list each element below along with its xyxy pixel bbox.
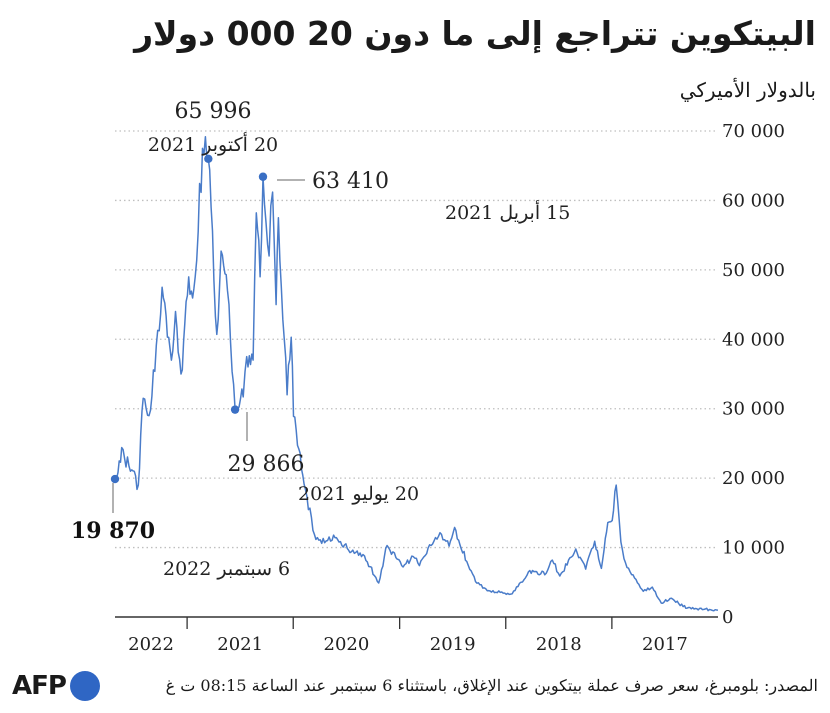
annotation-point: [204, 154, 213, 163]
logo-text: AFP: [12, 671, 67, 701]
logo-dot-icon: [69, 671, 100, 701]
annotation-date: 20 أكتوبر 2021: [148, 131, 278, 156]
x-tick-label: 2022: [128, 634, 174, 655]
y-tick-label: 30 000: [722, 399, 785, 420]
annotation-value: 29 866: [228, 452, 305, 477]
afp-logo: AFP: [12, 671, 100, 701]
x-tick-label: 2019: [430, 634, 476, 655]
annotation-value: 19 870: [71, 518, 155, 544]
annotation-date: 20 يوليو 2021: [298, 483, 419, 505]
y-tick-label: 40 000: [722, 329, 785, 350]
y-axis-unit-label: بالدولار الأميركي: [679, 78, 816, 102]
annotation-point: [230, 405, 240, 414]
source-note: المصدر: بلومبرغ، سعر صرف عملة بيتكوين عن…: [165, 676, 818, 695]
y-tick-label: 10 000: [722, 538, 785, 559]
chart-title: البيتكوين تتراجع إلى ما دون 20 000 دولار: [134, 14, 816, 53]
annotation-point: [110, 474, 120, 484]
x-tick-label: 2021: [217, 634, 263, 655]
x-tick-label: 2020: [324, 634, 370, 655]
x-tick-label: 2018: [536, 634, 582, 655]
y-tick-label: 70 000: [722, 121, 785, 142]
annotation-value: 63 410: [312, 169, 389, 194]
x-tick-label: 2017: [642, 634, 688, 655]
annotation-date: 6 سبتمبر 2022: [163, 558, 290, 580]
y-tick-label: 20 000: [722, 468, 785, 489]
y-tick-label: 0: [722, 607, 733, 628]
y-tick-label: 60 000: [722, 190, 785, 211]
y-tick-label: 50 000: [722, 260, 785, 281]
price-series-line: [114, 135, 719, 612]
annotation-point: [258, 172, 268, 181]
annotation-date: 15 أبريل 2021: [445, 199, 570, 224]
annotation-value: 65 996: [175, 99, 252, 124]
